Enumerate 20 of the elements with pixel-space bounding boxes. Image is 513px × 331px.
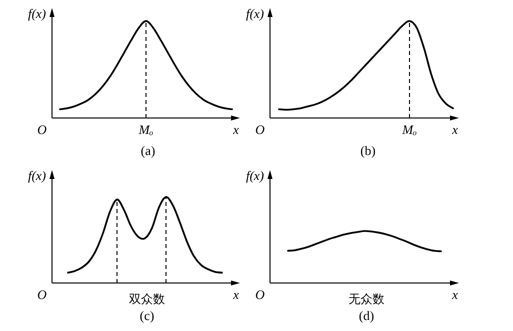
xlabel: x bbox=[233, 122, 239, 137]
title: (d) bbox=[358, 308, 374, 323]
annotation: O bbox=[255, 287, 265, 302]
ylabel: f(x) bbox=[246, 168, 264, 183]
xlabel: x bbox=[452, 287, 458, 302]
title: (a) bbox=[140, 143, 156, 158]
ylabel: f(x) bbox=[28, 168, 46, 183]
annotation: O bbox=[255, 122, 265, 137]
annotation: 双众数 bbox=[129, 292, 165, 306]
xlabel: x bbox=[452, 122, 458, 137]
ref-line-label: Mₒ bbox=[138, 122, 154, 137]
ylabel: f(x) bbox=[28, 6, 46, 21]
ylabel: f(x) bbox=[246, 6, 264, 21]
annotation: O bbox=[37, 122, 47, 137]
title: (c) bbox=[140, 308, 154, 323]
annotation: 无众数 bbox=[348, 292, 384, 306]
ref-line-label: Mₒ bbox=[402, 122, 417, 137]
xlabel: x bbox=[233, 287, 239, 302]
title: (b) bbox=[360, 143, 376, 158]
annotation: O bbox=[37, 287, 47, 302]
